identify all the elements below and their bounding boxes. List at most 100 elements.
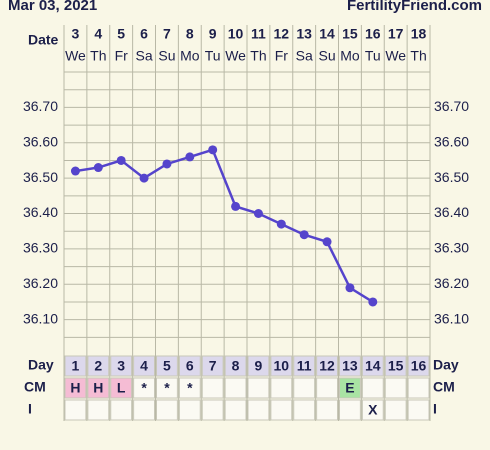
weekday: Tu xyxy=(365,48,381,64)
days-cell-text: 10 xyxy=(274,358,290,374)
row-label: I xyxy=(28,401,32,417)
days-cell-text: 6 xyxy=(186,358,194,374)
y-tick-label-right: 36.40 xyxy=(434,204,469,220)
temperature-point xyxy=(139,173,149,183)
table-cell xyxy=(133,399,155,421)
intercourse-cell-text: X xyxy=(368,402,378,418)
table-cell xyxy=(201,377,224,399)
date-number: 15 xyxy=(342,26,358,42)
chart-date: Mar 03, 2021 xyxy=(8,0,97,14)
table-cell xyxy=(339,399,361,421)
temperature-point xyxy=(93,163,103,173)
date-number: 7 xyxy=(163,26,171,42)
table-cell xyxy=(178,355,201,377)
table-cell xyxy=(110,399,133,421)
days-cell-text: 1 xyxy=(72,358,80,374)
cm-cell-text: * xyxy=(164,380,170,396)
table-cell xyxy=(133,355,155,377)
table-cell xyxy=(156,377,178,399)
table-cell xyxy=(64,377,87,399)
y-tick-label-right: 36.20 xyxy=(434,275,469,291)
temperature-point xyxy=(368,297,378,307)
y-tick-label: 36.10 xyxy=(23,310,58,326)
cm-cell-text: * xyxy=(141,380,147,396)
cm-cell-text: * xyxy=(187,380,193,396)
weekday: We xyxy=(65,48,86,64)
weekday: Mo xyxy=(180,48,200,64)
table-cell xyxy=(110,355,133,377)
y-tick-label-right: 36.70 xyxy=(434,98,469,114)
days-cell-text: 8 xyxy=(232,358,240,374)
date-number: 3 xyxy=(72,26,80,42)
row-label: CM xyxy=(24,379,46,395)
weekday: We xyxy=(385,48,406,64)
weekday: Th xyxy=(250,48,266,64)
row-label-right: Day xyxy=(433,357,459,373)
weekday: Mo xyxy=(340,48,360,64)
table-cell xyxy=(293,355,316,377)
weekday: Tu xyxy=(205,48,221,64)
date-number: 12 xyxy=(274,26,290,42)
table-cell xyxy=(407,355,430,377)
table-cell xyxy=(201,355,224,377)
weekday: Fr xyxy=(275,48,289,64)
table-cell xyxy=(339,377,361,399)
date-number: 18 xyxy=(411,26,427,42)
table-cell xyxy=(224,355,247,377)
table-cell xyxy=(156,355,178,377)
days-cell-text: 15 xyxy=(388,358,404,374)
days-cell-text: 7 xyxy=(209,358,217,374)
table-cell xyxy=(384,399,407,421)
table-cell xyxy=(133,377,155,399)
y-tick-label: 36.30 xyxy=(23,240,58,256)
days-cell-text: 11 xyxy=(297,358,312,374)
table-cell xyxy=(270,399,293,421)
y-tick-label: 36.40 xyxy=(23,204,58,220)
y-tick-label: 36.60 xyxy=(23,133,58,149)
weekday: Th xyxy=(410,48,426,64)
days-cell-text: 5 xyxy=(163,358,171,374)
y-tick-label: 36.70 xyxy=(23,98,58,114)
y-tick-label: 36.20 xyxy=(23,275,58,291)
weekday: Su xyxy=(158,48,175,64)
days-cell-text: 4 xyxy=(140,358,148,374)
temperature-point xyxy=(253,209,263,218)
temperature-point xyxy=(345,283,355,293)
weekday: Fr xyxy=(115,48,129,64)
table-cell xyxy=(178,377,201,399)
table-cell xyxy=(384,377,407,399)
days-cell-text: 13 xyxy=(342,358,358,374)
table-cell xyxy=(247,399,270,421)
table-cell xyxy=(361,377,384,399)
date-number: 4 xyxy=(94,26,102,42)
date-number: 5 xyxy=(117,26,125,42)
days-cell-text: 16 xyxy=(411,358,427,374)
table-cell xyxy=(316,355,338,377)
days-cell-text: 2 xyxy=(94,358,102,374)
table-cell xyxy=(293,399,316,421)
days-cell-text: 14 xyxy=(365,358,381,374)
temperature-point xyxy=(231,201,241,211)
weekday: Sa xyxy=(296,48,313,64)
temperature-point xyxy=(70,166,80,176)
date-number: 13 xyxy=(296,26,312,42)
site-name: FertilityFriend.com xyxy=(347,0,482,14)
table-cell xyxy=(87,377,110,399)
date-number: 14 xyxy=(319,26,335,42)
cm-cell-text: H xyxy=(70,380,80,396)
y-tick-label-right: 36.30 xyxy=(434,240,469,256)
table-cell xyxy=(270,355,293,377)
days-cell-text: 3 xyxy=(117,358,125,374)
weekday: Th xyxy=(90,48,106,64)
y-tick-label-right: 36.50 xyxy=(434,169,469,185)
y-tick-label-right: 36.10 xyxy=(434,310,469,326)
weekday: We xyxy=(225,48,246,64)
table-cell xyxy=(361,355,384,377)
row-label-right: I xyxy=(433,401,437,417)
table-cell xyxy=(384,355,407,377)
table-cell xyxy=(224,399,247,421)
row-label-right: CM xyxy=(433,379,455,395)
table-cell xyxy=(87,355,110,377)
weekday: Su xyxy=(319,48,336,64)
